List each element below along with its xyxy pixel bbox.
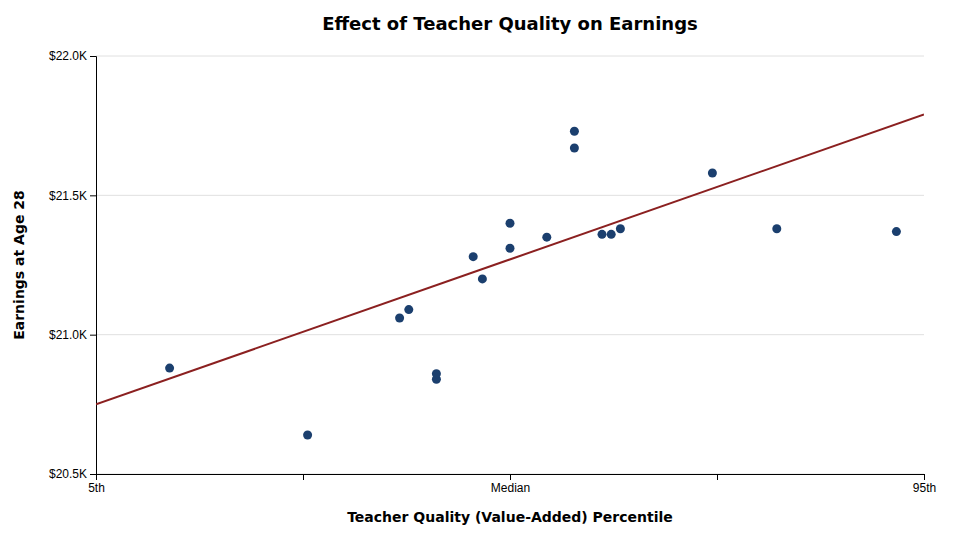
tick-mark bbox=[90, 474, 96, 475]
point bbox=[607, 230, 616, 239]
point bbox=[892, 227, 901, 236]
plot-area: 5th Median 95th $20.5K $21.0K $21.5K $22.0K bbox=[49, 49, 936, 494]
point bbox=[506, 219, 515, 228]
axis-line bbox=[90, 57, 97, 475]
point bbox=[616, 224, 625, 233]
point bbox=[303, 430, 312, 439]
tick bbox=[303, 474, 304, 480]
x-axis-title: Teacher Quality (Value-Added) Percentile bbox=[347, 509, 673, 525]
x-axis: 5th Median 95th bbox=[88, 474, 936, 495]
axis-line bbox=[97, 475, 925, 481]
grid-line bbox=[96, 56, 924, 57]
line bbox=[96, 115, 924, 405]
point bbox=[404, 305, 413, 314]
grid-line bbox=[96, 195, 924, 196]
y-axis: $20.5K $21.0K $21.5K $22.0K bbox=[49, 49, 97, 481]
marks bbox=[96, 115, 924, 440]
tick-mark bbox=[510, 474, 511, 480]
point bbox=[395, 313, 404, 322]
y-axis-title: Earnings at Age 28 bbox=[11, 190, 27, 340]
point bbox=[598, 230, 607, 239]
grid-line bbox=[96, 334, 924, 335]
point bbox=[708, 169, 717, 178]
tick-label: $20.5K bbox=[49, 467, 87, 481]
tick-mark bbox=[90, 56, 96, 57]
tick: $20.5K bbox=[49, 467, 96, 481]
tick-mark bbox=[924, 474, 925, 480]
tick: 5th bbox=[88, 474, 105, 495]
point bbox=[772, 224, 781, 233]
tick-mark bbox=[717, 474, 718, 480]
grid bbox=[96, 56, 924, 474]
point bbox=[542, 233, 551, 242]
tick-label: $21.0K bbox=[49, 328, 87, 342]
point bbox=[432, 369, 441, 378]
point bbox=[570, 143, 579, 152]
title: Effect of Teacher Quality on Earnings bbox=[322, 13, 698, 34]
tick: 95th bbox=[913, 474, 936, 495]
point bbox=[506, 244, 515, 253]
point bbox=[570, 127, 579, 136]
tick bbox=[717, 474, 718, 480]
chart: 5th Median 95th $20.5K $21.0K $21.5K $22.0K Eff… bbox=[0, 0, 960, 540]
tick-label: Median bbox=[491, 481, 530, 495]
point bbox=[469, 252, 478, 261]
point bbox=[165, 364, 174, 373]
tick: $21.0K bbox=[49, 328, 96, 342]
tick-label: $22.0K bbox=[49, 49, 87, 63]
point bbox=[478, 274, 487, 283]
tick: Median bbox=[491, 474, 530, 495]
tick-label: $21.5K bbox=[49, 189, 87, 203]
tick-label: 95th bbox=[913, 481, 936, 495]
tick: $22.0K bbox=[49, 49, 96, 63]
tick-mark bbox=[303, 474, 304, 480]
tick: $21.5K bbox=[49, 189, 96, 203]
tick-mark bbox=[90, 195, 96, 196]
tick-mark bbox=[90, 335, 96, 336]
tick-label: 5th bbox=[88, 481, 105, 495]
